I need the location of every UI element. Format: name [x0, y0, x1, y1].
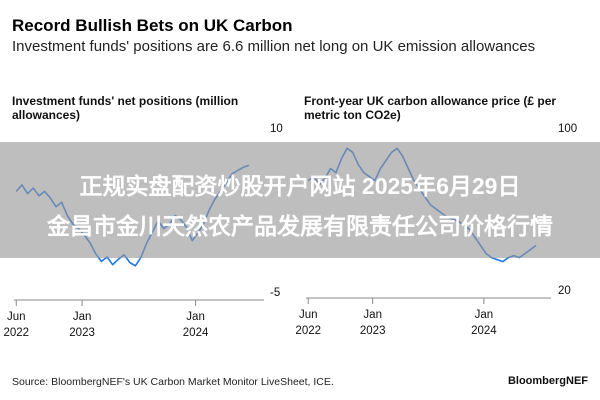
- banner-line-1: 正规实盘配资炒股开户网站 2025年6月29日: [79, 173, 521, 199]
- chart-title: Record Bullish Bets on UK Carbon: [12, 16, 293, 35]
- right-y-tick-label-1: 20: [558, 285, 571, 297]
- left-x-tick-label-top-2: Jan: [186, 311, 205, 323]
- right-x-tick-label-bottom-2: 2024: [471, 325, 497, 337]
- right-x-tick-label-top-2: Jan: [475, 309, 494, 321]
- right-x-tick-label-top-1: Jan: [363, 309, 382, 321]
- right-x-tick-label-top-0: Jun: [299, 309, 318, 321]
- left-panel-title: Investment funds' net positions (million…: [12, 94, 239, 122]
- left-y-tick-label-1: -5: [270, 287, 280, 299]
- left-x-tick-label-bottom-1: 2023: [69, 327, 95, 339]
- banner-line-2: 金昌市金川天然农产品发展有限责任公司价格行情: [47, 213, 553, 239]
- source-note: Source: BloombergNEF's UK Carbon Market …: [12, 376, 334, 388]
- chart-subtitle: Investment funds' positions are 6.6 mill…: [12, 38, 536, 55]
- left-y-tick-label-0: 10: [270, 123, 283, 135]
- left-x-tick-label-bottom-0: 2022: [3, 327, 29, 339]
- right-x-tick-label-bottom-0: 2022: [295, 325, 321, 337]
- overlay-banner: [0, 142, 600, 258]
- left-x-tick-label-top-0: Jun: [7, 311, 26, 323]
- right-panel-title: Front-year UK carbon allowance price (£ …: [304, 94, 557, 122]
- left-x-tick-label-bottom-2: 2024: [183, 327, 209, 339]
- right-y-tick-label-0: 100: [558, 123, 577, 135]
- brand-logo: BloombergNEF: [507, 375, 588, 387]
- left-x-tick-label-top-1: Jan: [73, 311, 92, 323]
- right-x-tick-label-bottom-1: 2023: [360, 325, 386, 337]
